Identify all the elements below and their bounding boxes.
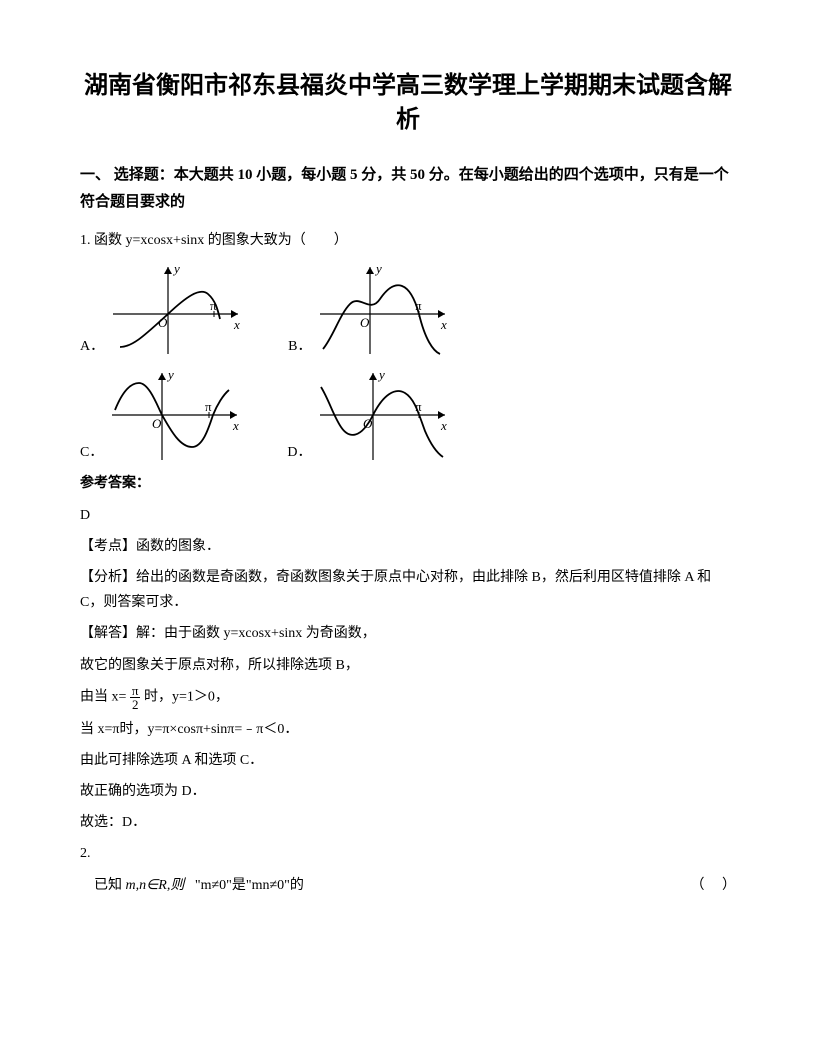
svg-text:O: O xyxy=(152,416,162,431)
answer-label: 参考答案： xyxy=(80,471,736,496)
plot-B: y x O π xyxy=(315,259,455,359)
option-A: A． y x O π xyxy=(80,259,248,359)
frac-den: 2 xyxy=(130,698,141,711)
svg-text:O: O xyxy=(360,315,370,330)
svg-text:y: y xyxy=(172,261,180,276)
q2-stem: 已知 m,n∈R,则 "m≠0"是"mn≠0"的 （ ） xyxy=(80,873,736,898)
answer-value: D xyxy=(80,503,736,528)
option-D: D． y x O π xyxy=(287,365,455,465)
svg-text:y: y xyxy=(166,367,174,382)
option-D-label: D． xyxy=(287,440,311,465)
option-C-label: C． xyxy=(80,440,103,465)
frac-num: π xyxy=(130,684,141,698)
q2-body: "m≠0"是"mn≠0"的 xyxy=(195,878,304,893)
q2-num: 2. xyxy=(80,841,736,866)
option-A-label: A． xyxy=(80,334,104,359)
options-row-1: A． y x O π B． y x O π xyxy=(80,259,736,359)
q1-stem: 1. 函数 y=xcosx+sinx 的图象大致为（ ） xyxy=(80,228,736,253)
jieda-line3: 由当 x= π 2 时，y=1＞0， xyxy=(80,684,736,711)
jieda3a: 由当 x= xyxy=(80,689,126,704)
section-heading: 一、 选择题：本大题共 10 小题，每小题 5 分，共 50 分。在每小题给出的… xyxy=(80,162,736,216)
option-C: C． y x O π xyxy=(80,365,247,465)
svg-text:y: y xyxy=(377,367,385,382)
jieda-line5: 由此可排除选项 A 和选项 C． xyxy=(80,748,736,773)
svg-text:x: x xyxy=(440,418,447,433)
jieda-line6: 故正确的选项为 D． xyxy=(80,779,736,804)
q2-paren: （ ） xyxy=(691,873,737,898)
plot-C: y x O π xyxy=(107,365,247,465)
svg-text:x: x xyxy=(233,317,240,332)
svg-text:x: x xyxy=(440,317,447,332)
q2-cond: m,n∈R,则 xyxy=(126,878,185,893)
jieda3b: 时，y=1＞0， xyxy=(144,689,229,704)
q2-prefix: 已知 xyxy=(94,878,122,893)
kaodian: 【考点】函数的图象． xyxy=(80,534,736,559)
fenxi: 【分析】给出的函数是奇函数，奇函数图象关于原点中心对称，由此排除 B，然后利用区… xyxy=(80,565,736,615)
plot-A: y x O π xyxy=(108,259,248,359)
page-title: 湖南省衡阳市祁东县福炎中学高三数学理上学期期末试题含解析 xyxy=(80,70,736,137)
options-row-2: C． y x O π D． y x O π xyxy=(80,365,736,465)
svg-text:π: π xyxy=(205,399,212,414)
jieda-line1: 【解答】解：由于函数 y=xcosx+sinx 为奇函数， xyxy=(80,621,736,646)
svg-text:y: y xyxy=(374,261,382,276)
jieda-line2: 故它的图象关于原点对称，所以排除选项 B， xyxy=(80,653,736,678)
option-B-label: B． xyxy=(288,334,311,359)
option-B: B． y x O π xyxy=(288,259,455,359)
jieda-line7: 故选：D． xyxy=(80,810,736,835)
plot-D: y x O π xyxy=(315,365,455,465)
svg-text:x: x xyxy=(232,418,239,433)
jieda-line4: 当 x=π时，y=π×cosπ+sinπ=﹣π＜0． xyxy=(80,717,736,742)
fraction-pi-over-2: π 2 xyxy=(130,684,141,711)
